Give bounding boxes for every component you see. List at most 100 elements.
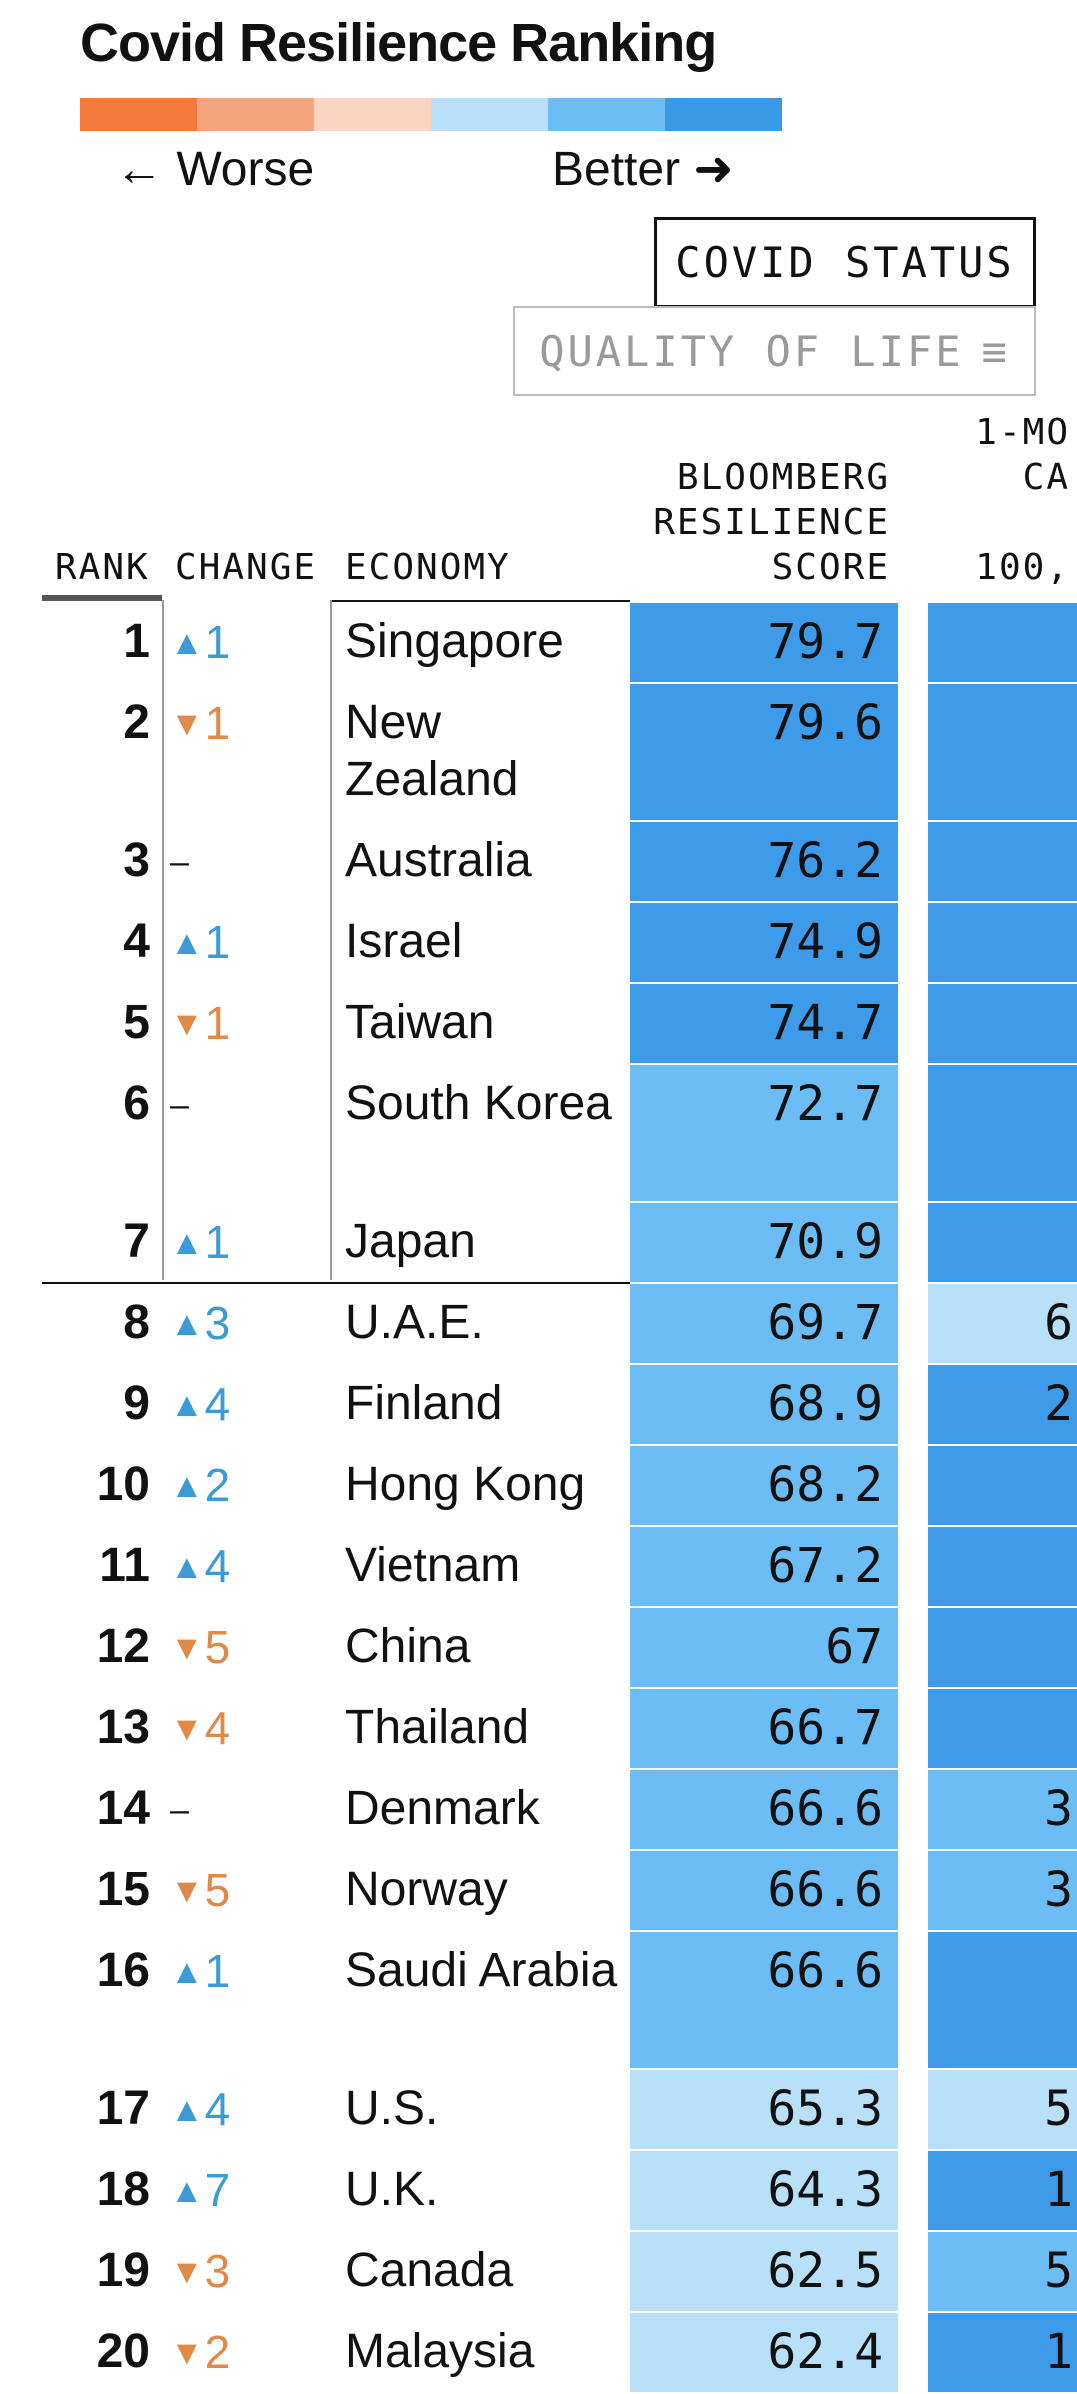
tab-quality-of-life-label: QUALITY OF LIFE xyxy=(539,326,964,376)
column-header-economy[interactable]: ECONOMY xyxy=(345,547,511,588)
table-row[interactable]: 5 ▼1 Taiwan 74.7 xyxy=(0,984,1077,1065)
filter-icon[interactable]: ≡ xyxy=(981,326,1010,376)
column-header-cases-line: CA xyxy=(1022,457,1070,498)
table-row[interactable]: 3– Australia 76.2 xyxy=(0,822,1077,903)
monthly-cases-cell xyxy=(928,684,1077,820)
table-row[interactable]: 18 ▲7 U.K. 64.3 1 xyxy=(0,2151,1077,2232)
rank-value: 15 xyxy=(96,1863,150,1916)
resilience-score-cell: 69.7 xyxy=(630,1284,898,1363)
arrow-up-icon: ▲ xyxy=(170,624,204,662)
monthly-cases-cell xyxy=(928,1932,1077,2068)
table-row[interactable]: 13 ▼4 Thailand 66.7 xyxy=(0,1689,1077,1770)
rank-change: ▲1 xyxy=(170,613,230,672)
economy-name: Finland xyxy=(345,1377,503,1430)
column-divider xyxy=(330,600,332,1280)
sort-indicator xyxy=(42,595,162,601)
table-row[interactable]: 14– Denmark 66.6 3 xyxy=(0,1770,1077,1851)
arrow-up-icon: ▲ xyxy=(170,1953,204,1991)
rank-value: 10 xyxy=(96,1458,150,1511)
rank-value: 13 xyxy=(96,1701,150,1754)
monthly-cases-cell xyxy=(928,1065,1077,1201)
table-row[interactable]: 12 ▼5 China 67 xyxy=(0,1608,1077,1689)
rank-change-value: 2 xyxy=(204,2326,231,2378)
rank-change: ▲4 xyxy=(170,2080,230,2139)
resilience-score-cell: 68.2 xyxy=(630,1446,898,1525)
tab-quality-of-life[interactable]: QUALITY OF LIFE ≡ xyxy=(513,306,1036,396)
rank-value: 20 xyxy=(96,2325,150,2378)
legend-swatch xyxy=(665,98,782,131)
rank-change-value: 2 xyxy=(204,1459,231,1511)
table-row[interactable]: 2 ▼1 New Zealand 79.6 xyxy=(0,684,1077,822)
monthly-cases-cell xyxy=(928,1203,1077,1282)
legend-swatch xyxy=(431,98,548,131)
economy-name: Saudi Arabia xyxy=(345,1944,618,1997)
rank-value: 2 xyxy=(123,696,150,749)
rank-value: 12 xyxy=(96,1620,150,1673)
column-header-score-line: BLOOMBERG xyxy=(676,457,890,498)
resilience-score-cell: 66.6 xyxy=(630,1932,898,2068)
rank-change-value: 4 xyxy=(204,1540,231,1592)
column-header-cases-line: 100, xyxy=(975,547,1070,588)
arrow-up-icon: ▲ xyxy=(170,2091,204,2129)
arrow-up-icon: ▲ xyxy=(170,924,204,962)
column-divider xyxy=(162,600,164,1280)
rank-value: 16 xyxy=(96,1944,150,1997)
rank-change: ▼1 xyxy=(170,994,230,1053)
rank-change-value: 5 xyxy=(204,1864,231,1916)
monthly-cases-cell xyxy=(928,1527,1077,1606)
economy-name: Norway xyxy=(345,1863,508,1916)
rank-change: ▼2 xyxy=(170,2323,230,2382)
economy-name: South Korea xyxy=(345,1077,612,1130)
rank-change: ▲3 xyxy=(170,1294,230,1353)
table-row[interactable]: 6– South Korea 72.7 xyxy=(0,1065,1077,1203)
economy-name: China xyxy=(345,1620,471,1673)
table-row[interactable]: 4 ▲1 Israel 74.9 xyxy=(0,903,1077,984)
rank-change-value: 3 xyxy=(204,1297,231,1349)
ranking-table: 1 ▲1 Singapore 79.7 2 ▼1 New Zealand 79.6 3– Aust… xyxy=(0,603,1077,2394)
rank-change-value: 5 xyxy=(204,1621,231,1673)
economy-name: Hong Kong xyxy=(345,1458,586,1511)
column-header-rank[interactable]: RANK xyxy=(55,547,150,588)
no-change-dash-icon: – xyxy=(170,1086,189,1124)
rank-change: ▲4 xyxy=(170,1537,230,1596)
table-row[interactable]: 20 ▼2 Malaysia 62.4 1 xyxy=(0,2313,1077,2394)
rank-change: ▼4 xyxy=(170,1699,230,1758)
rank-change: ▲7 xyxy=(170,2161,230,2220)
rank-change: ▲1 xyxy=(170,913,230,972)
monthly-cases-cell: 5 xyxy=(928,2232,1077,2311)
column-header-score[interactable]: BLOOMBERG RESILIENCE SCORE xyxy=(600,455,890,590)
resilience-score-cell: 70.9 xyxy=(630,1203,898,1282)
arrow-down-icon: ▼ xyxy=(170,1872,204,1910)
monthly-cases-cell: 2 xyxy=(928,1365,1077,1444)
table-row[interactable]: 15 ▼5 Norway 66.6 3 xyxy=(0,1851,1077,1932)
rank-value: 6 xyxy=(123,1077,150,1130)
resilience-score-cell: 67.2 xyxy=(630,1527,898,1606)
economy-name: Malaysia xyxy=(345,2325,535,2378)
table-row[interactable]: 9 ▲4 Finland 68.9 2 xyxy=(0,1365,1077,1446)
table-row[interactable]: 1 ▲1 Singapore 79.7 xyxy=(0,603,1077,684)
rank-value: 19 xyxy=(96,2244,150,2297)
table-row[interactable]: 10 ▲2 Hong Kong 68.2 xyxy=(0,1446,1077,1527)
rank-change-value: 1 xyxy=(204,1216,231,1268)
table-row[interactable]: 19 ▼3 Canada 62.5 5 xyxy=(0,2232,1077,2313)
legend-worse-label: ← Worse xyxy=(115,143,315,196)
resilience-score-cell: 64.3 xyxy=(630,2151,898,2230)
table-row[interactable]: 16 ▲1 Saudi Arabia 66.6 xyxy=(0,1932,1077,2070)
monthly-cases-cell: 6 xyxy=(928,1284,1077,1363)
table-row[interactable]: 8 ▲3 U.A.E. 69.7 6 xyxy=(0,1284,1077,1365)
tab-covid-status[interactable]: COVID STATUS xyxy=(654,217,1036,308)
column-header-change[interactable]: CHANGE xyxy=(175,547,318,588)
table-row[interactable]: 7 ▲1 Japan 70.9 xyxy=(0,1203,1077,1284)
table-row[interactable]: 11 ▲4 Vietnam 67.2 xyxy=(0,1527,1077,1608)
rank-value: 7 xyxy=(123,1215,150,1268)
rank-change: ▼3 xyxy=(170,2242,230,2301)
rank-change-value: 7 xyxy=(204,2164,231,2216)
resilience-score-cell: 74.9 xyxy=(630,903,898,982)
column-header-monthly-cases[interactable]: 1-MO CA 100, xyxy=(935,410,1070,590)
rank-value: 8 xyxy=(123,1296,150,1349)
monthly-cases-cell: 1 xyxy=(928,2151,1077,2230)
economy-name: Israel xyxy=(345,915,463,968)
rank-value: 1 xyxy=(123,615,150,668)
table-row[interactable]: 17 ▲4 U.S. 65.3 5 xyxy=(0,2070,1077,2151)
monthly-cases-cell xyxy=(928,1608,1077,1687)
